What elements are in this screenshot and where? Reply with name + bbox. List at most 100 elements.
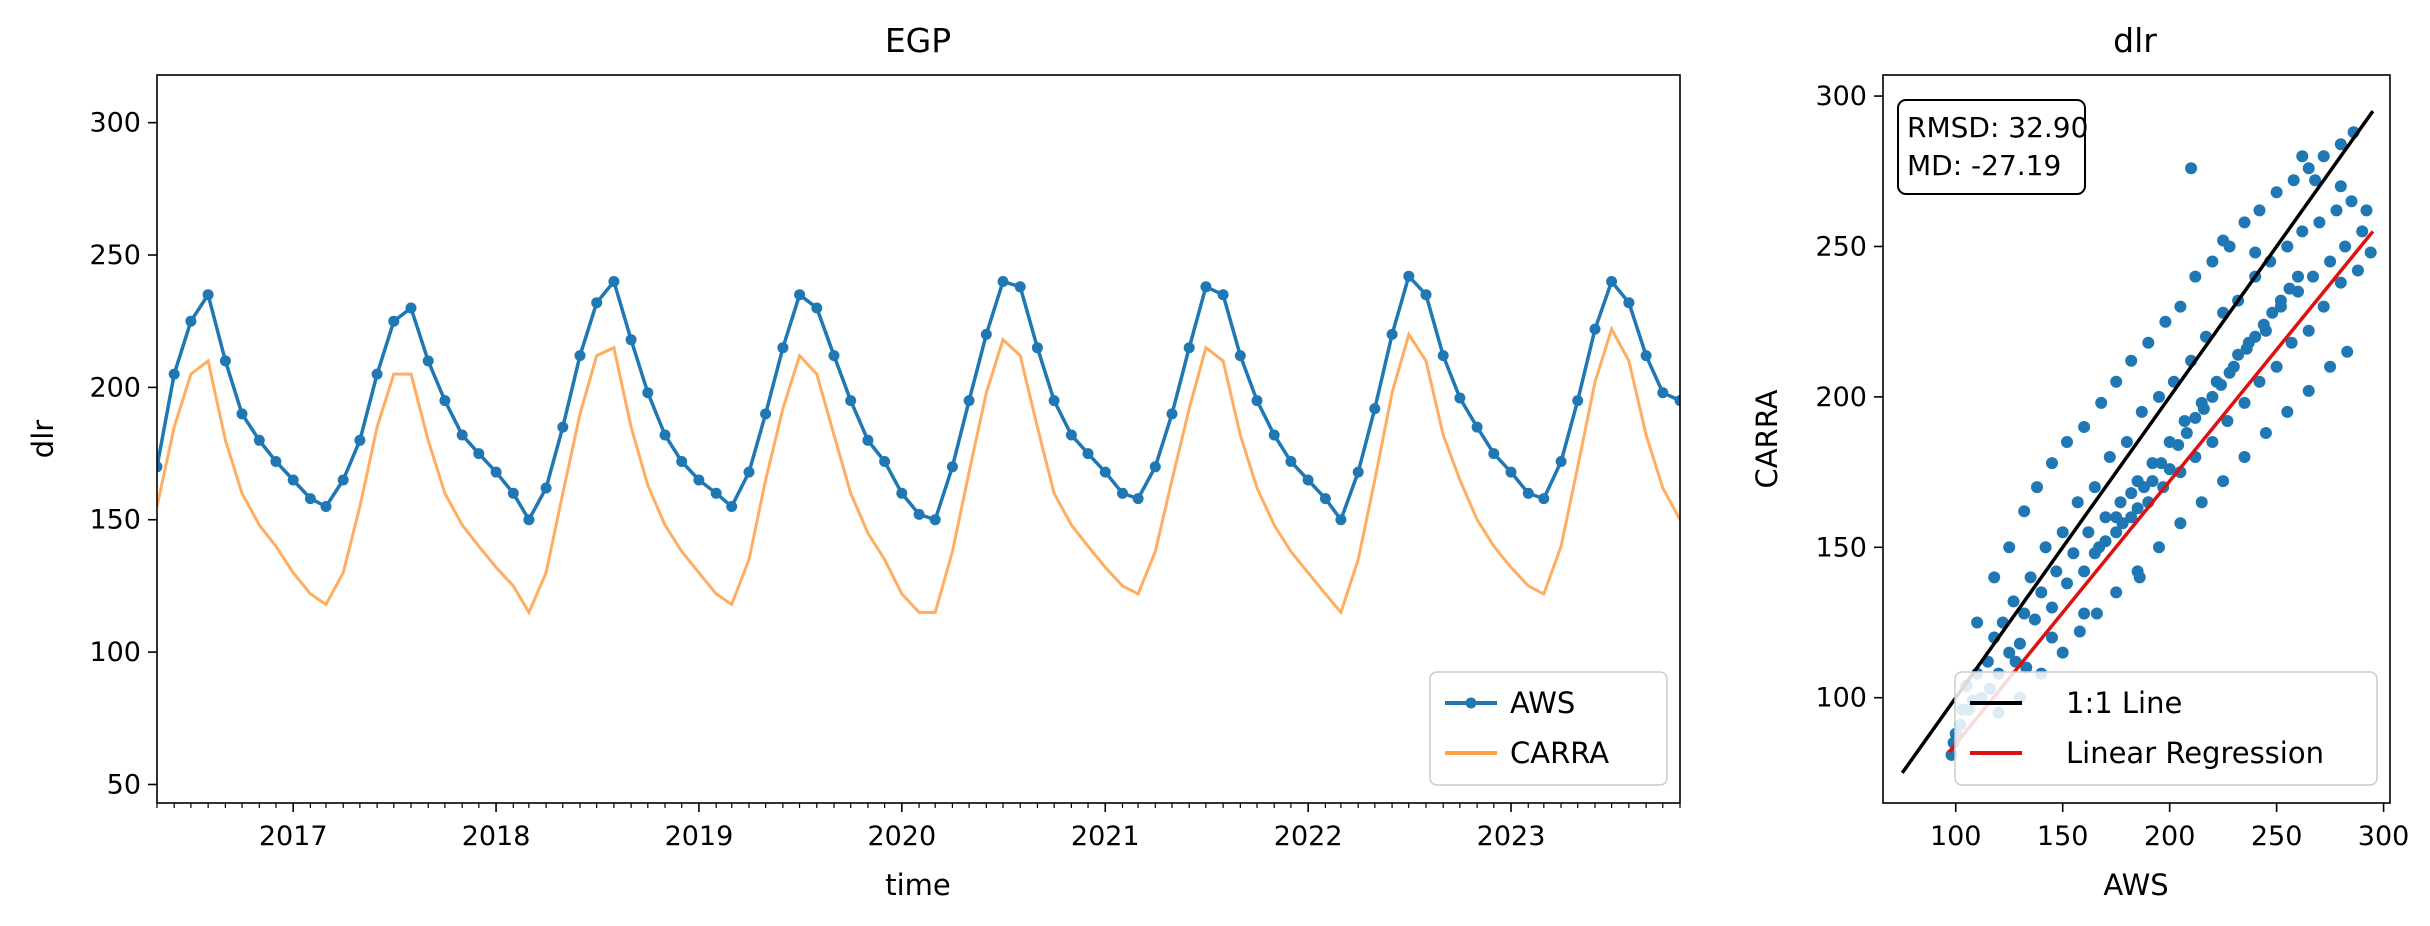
scatter-point — [2270, 186, 2283, 199]
scatter-point — [2253, 204, 2266, 217]
scatter-point — [2095, 396, 2108, 409]
y-tick-label: 150 — [89, 505, 141, 536]
scatter-point — [2078, 421, 2091, 433]
aws-point — [1014, 281, 1026, 293]
aws-point — [253, 434, 265, 446]
aws-point — [1538, 493, 1550, 505]
aws-point — [693, 474, 705, 486]
scatter-point — [2099, 511, 2112, 524]
aws-point — [1048, 395, 1060, 407]
scatter-point — [2240, 342, 2253, 355]
scatter-point — [2039, 541, 2052, 554]
scatter-point — [2270, 360, 2283, 373]
x-tick-label: 2017 — [259, 821, 328, 852]
scatter-point — [2142, 336, 2155, 349]
aws-point — [710, 487, 722, 499]
aws-point — [371, 368, 383, 380]
scatter-y-label: CARRA — [1750, 389, 1784, 488]
aws-point — [1505, 466, 1517, 478]
aws-point — [591, 297, 603, 309]
scatter-y-ticks: 100 150 200 250 300 — [1815, 81, 1883, 714]
scatter-point — [2035, 586, 2048, 599]
scatter-point — [2135, 405, 2148, 418]
aws-point — [168, 368, 180, 380]
aws-point — [1149, 461, 1161, 473]
y-tick-label: 300 — [89, 108, 141, 139]
scatter-point — [2018, 607, 2031, 620]
aws-point — [777, 342, 789, 354]
scatter-point — [2206, 390, 2219, 403]
scatter-point — [2259, 427, 2272, 439]
x-tick-label: 100 — [1930, 821, 1982, 852]
scatter-point — [2266, 306, 2279, 319]
y-tick-label: 250 — [89, 240, 141, 271]
scatter-point — [2099, 535, 2112, 548]
aws-point — [1065, 429, 1077, 441]
scatter-point — [2163, 463, 2176, 476]
scatter-point — [2253, 375, 2266, 388]
aws-point — [726, 501, 738, 512]
scatter-point — [2364, 246, 2377, 259]
scatter-point — [2178, 415, 2191, 427]
aws-point — [1369, 403, 1381, 415]
scatter-point — [2189, 270, 2202, 283]
scatter-point — [2223, 366, 2236, 379]
aws-point — [642, 387, 654, 399]
scatter-point — [2215, 378, 2227, 391]
x-tick-label: 150 — [2037, 821, 2089, 852]
aws-point — [1200, 281, 1212, 293]
x-tick-label: 2020 — [867, 821, 936, 852]
legend-label-one-to-one: 1:1 Line — [2066, 686, 2182, 720]
scatter-point — [2339, 240, 2352, 253]
scatter-point — [2024, 571, 2037, 584]
aws-point — [1420, 289, 1432, 301]
scatter-point — [2345, 195, 2358, 208]
aws-point — [845, 395, 857, 407]
scatter-point — [2125, 487, 2138, 500]
y-tick-label: 200 — [1815, 382, 1867, 413]
y-tick-label: 250 — [1815, 231, 1867, 262]
legend-label-carra: CARRA — [1510, 736, 1609, 770]
x-tick-label: 300 — [2358, 821, 2410, 852]
scatter-point — [2088, 481, 2101, 494]
scatter-point — [2056, 646, 2069, 659]
scatter-point — [2341, 345, 2354, 358]
aws-point — [1285, 456, 1297, 467]
aws-point — [388, 315, 400, 327]
aws-point — [1657, 387, 1669, 399]
aws-point — [1640, 350, 1652, 362]
aws-point — [1352, 466, 1364, 478]
scatter-point — [2356, 225, 2369, 238]
aws-point — [422, 355, 434, 367]
scatter-point — [2324, 360, 2337, 373]
aws-point — [1099, 466, 1111, 478]
aws-point — [1589, 323, 1601, 335]
x-tick-label: 2023 — [1477, 821, 1546, 852]
aws-point — [929, 514, 941, 526]
scatter-point — [2082, 526, 2095, 539]
scatter-legend-box — [1954, 671, 2378, 786]
scatter-point — [2050, 565, 2063, 578]
aws-point — [354, 434, 366, 446]
scatter-point — [2309, 174, 2322, 187]
scatter-legend: 1:1 Line Linear Regression — [1954, 671, 2378, 786]
scatter-point — [2018, 505, 2031, 518]
aws-point — [913, 508, 925, 520]
aws-point — [157, 461, 163, 473]
scatter-point — [2334, 180, 2347, 193]
scatter-point — [2195, 496, 2208, 509]
time-series-y-ticks: 50 100 150 200 250 300 — [89, 108, 157, 800]
aws-point — [439, 395, 451, 407]
aws-point — [202, 289, 214, 301]
scatter-point — [1971, 616, 1984, 629]
scatter-point — [2003, 646, 2016, 659]
scatter-point — [2249, 246, 2262, 259]
aws-point — [676, 456, 688, 467]
y-tick-label: 50 — [107, 769, 141, 800]
time-series-plot-area — [157, 270, 1680, 616]
scatter-point — [2206, 255, 2219, 268]
scatter-point — [2172, 439, 2185, 451]
aws-point — [1674, 395, 1680, 407]
scatter-point — [2071, 496, 2084, 509]
